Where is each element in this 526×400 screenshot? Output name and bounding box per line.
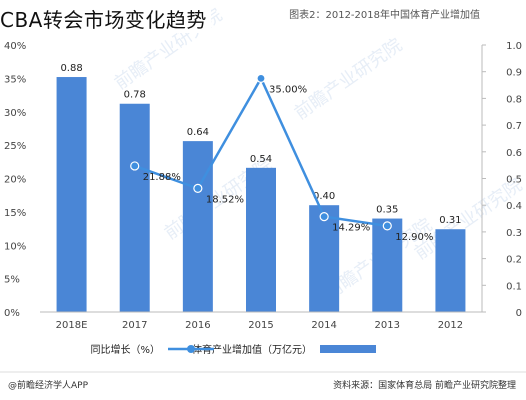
right-tick-label: 0.3 bbox=[506, 228, 522, 239]
bar-value-label: 0.88 bbox=[60, 63, 82, 74]
left-tick-label: 40% bbox=[4, 41, 26, 52]
x-tick-label: 2015 bbox=[248, 320, 273, 331]
source-note: 资料来源：国家体育总局 前瞻产业研究院整理 bbox=[333, 379, 516, 391]
left-tick-label: 20% bbox=[4, 175, 26, 186]
line-point bbox=[193, 183, 203, 193]
overlay-caption: CBA转会市场变化趋势 bbox=[0, 4, 211, 33]
line-value-label: 14.29% bbox=[332, 223, 370, 234]
right-tick-label: 0.2 bbox=[506, 255, 522, 266]
bar-value-label: 0.54 bbox=[250, 154, 272, 165]
left-tick-label: 5% bbox=[4, 275, 20, 286]
line-point bbox=[130, 161, 140, 171]
line-value-label: 21.88% bbox=[143, 172, 181, 183]
line-value-label: 12.90% bbox=[395, 232, 433, 243]
right-tick-label: 0 bbox=[516, 308, 522, 319]
left-tick-label: 35% bbox=[4, 74, 26, 85]
x-tick-label: 2013 bbox=[375, 320, 400, 331]
right-tick-label: 0.5 bbox=[506, 175, 522, 186]
line-point bbox=[382, 221, 392, 231]
left-axis: 40% 35% 30% 25% 20% 15% 10% 5% 0% bbox=[4, 41, 26, 319]
line-value-label: 35.00% bbox=[269, 84, 307, 95]
credit-note: @前瞻经济学人APP bbox=[8, 379, 89, 391]
bar bbox=[119, 103, 150, 313]
left-tick-label: 25% bbox=[4, 141, 26, 152]
left-tick-label: 10% bbox=[4, 241, 26, 252]
right-axis: 1.0 0.9 0.8 0.7 0.6 0.5 0.4 0.3 0.2 0.1 0 bbox=[481, 41, 522, 319]
right-tick-label: 0.8 bbox=[506, 94, 522, 105]
x-tick-label: 2016 bbox=[185, 320, 210, 331]
watermark-text-1: 前瞻产业研究院 bbox=[291, 35, 406, 124]
bar-value-label: 0.35 bbox=[376, 205, 398, 216]
right-tick-label: 1.0 bbox=[506, 41, 522, 52]
left-tick-label: 0% bbox=[4, 308, 20, 319]
x-tick-label: 2012 bbox=[438, 320, 463, 331]
chart-title: 图表2：2012-2018年中国体育产业增加值 bbox=[289, 8, 480, 21]
legend: 体育产业增加值（万亿元） 同比增长（%） bbox=[90, 343, 376, 356]
bar-value-label: 0.40 bbox=[313, 191, 335, 202]
x-tick-label: 2017 bbox=[122, 320, 147, 331]
bar bbox=[372, 218, 403, 312]
bar-series: 0.88 0.78 0.64 0.54 0.40 0.35 0.31 bbox=[56, 63, 466, 313]
bar bbox=[435, 229, 466, 312]
bar-value-label: 0.31 bbox=[439, 215, 461, 226]
bar bbox=[309, 205, 340, 312]
legend-bar-label: 体育产业增加值（万亿元） bbox=[192, 343, 312, 356]
legend-line-marker bbox=[187, 345, 195, 353]
legend-bar-swatch bbox=[320, 345, 376, 353]
line-series: 21.88% 18.52% 35.00% 14.29% 12.90% bbox=[130, 73, 433, 243]
right-tick-label: 0.7 bbox=[506, 121, 522, 132]
bar bbox=[56, 77, 87, 312]
bar bbox=[246, 167, 276, 312]
bar-value-label: 0.64 bbox=[187, 127, 209, 138]
right-tick-label: 0.1 bbox=[506, 281, 522, 292]
x-tick-label: 2018E bbox=[56, 320, 88, 331]
right-tick-label: 0.9 bbox=[506, 68, 522, 79]
left-tick-label: 15% bbox=[4, 208, 26, 219]
right-tick-label: 0.4 bbox=[506, 201, 522, 212]
x-axis: 2018E 2017 2016 2015 2014 2013 2012 bbox=[40, 311, 482, 331]
legend-line-label: 同比增长（%） bbox=[90, 343, 160, 356]
line-point bbox=[319, 212, 329, 222]
line-point bbox=[256, 73, 266, 83]
watermark-text-2: 前瞻产业研究院 bbox=[411, 175, 526, 264]
left-tick-label: 30% bbox=[4, 108, 26, 119]
bar bbox=[182, 141, 213, 312]
x-tick-label: 2014 bbox=[311, 320, 336, 331]
right-tick-label: 0.6 bbox=[506, 148, 522, 159]
line-value-label: 18.52% bbox=[206, 194, 244, 205]
bar-value-label: 0.78 bbox=[124, 90, 146, 101]
